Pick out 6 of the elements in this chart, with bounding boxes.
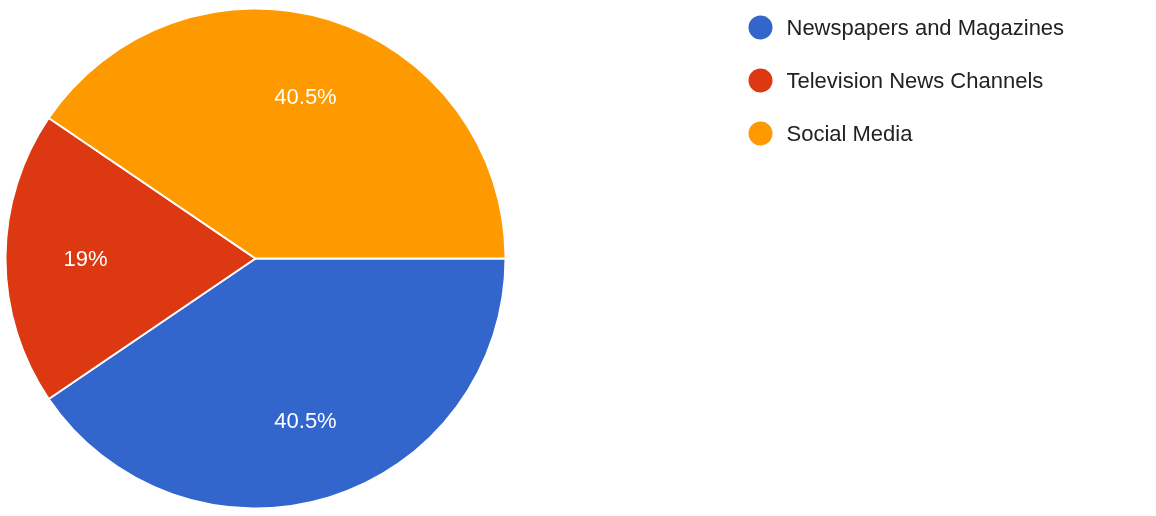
- data-label: 40.5%: [274, 83, 337, 109]
- legend-label: Television News Channels: [786, 68, 1044, 93]
- legend-label: Social Media: [786, 121, 914, 146]
- data-label: 19%: [63, 246, 108, 271]
- legend-label: Newspapers and Magazines: [786, 15, 1065, 40]
- data-label: 40.5%: [274, 408, 337, 434]
